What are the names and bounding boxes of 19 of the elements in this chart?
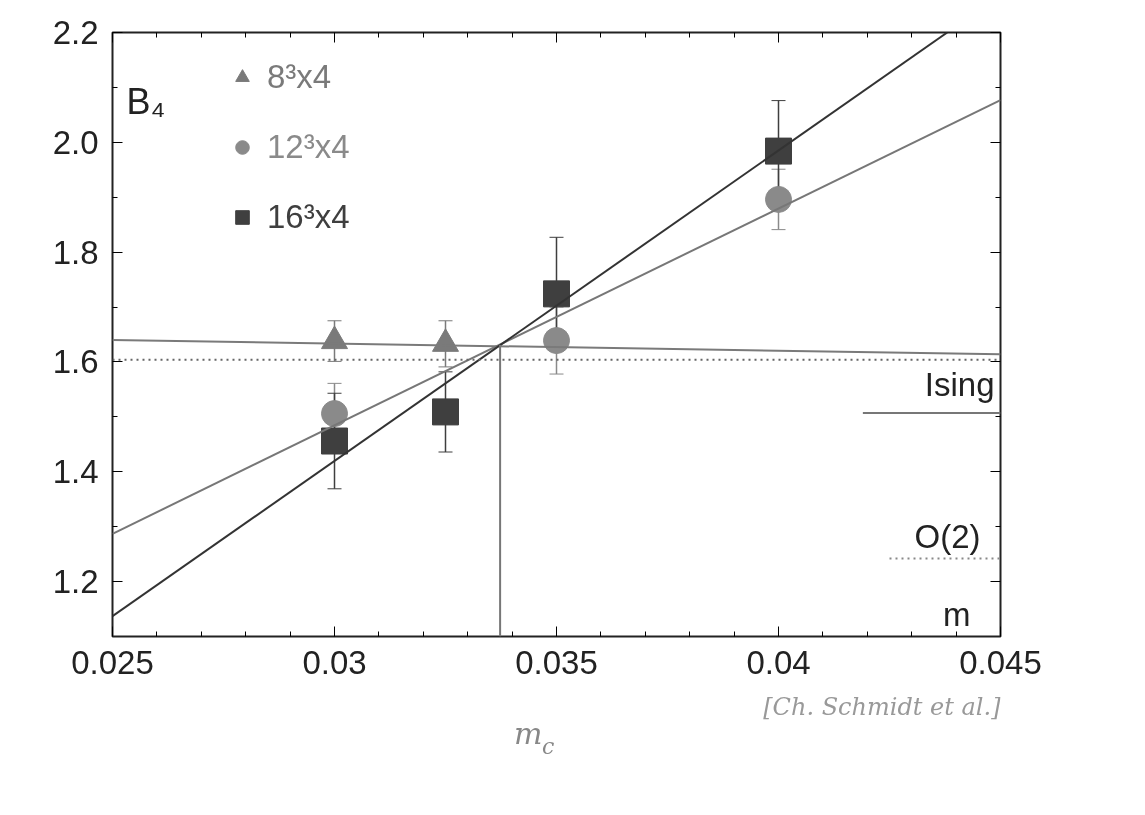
legend-label: 12³x4 (267, 128, 350, 166)
x-tick-label: 0.04 (746, 643, 811, 681)
x-tick-label: 0.045 (959, 643, 1042, 681)
legend-label: 8³x4 (267, 58, 332, 96)
y-tick-label: 1.6 (52, 343, 99, 381)
x-tick-label: 0.035 (515, 643, 598, 681)
y-tick-label: 2.2 (52, 14, 99, 51)
y-tick-label: 2.0 (52, 123, 99, 161)
x-tick-label: 0.03 (302, 643, 367, 681)
y-tick-label: 1.2 (52, 563, 99, 601)
y-tick-label: 1.4 (52, 453, 99, 491)
x-tick-label: 0.025 (71, 643, 154, 681)
x-axis-title: m (943, 595, 971, 633)
y-axis-title: B₄ (126, 80, 166, 122)
annotation: O(2) (914, 517, 981, 555)
y-tick-label: 1.8 (52, 233, 99, 271)
legend-label: 16³x4 (267, 198, 350, 236)
ref-line-label: Ising (924, 365, 995, 403)
text: [Ch. Schmidt et al.] (763, 692, 1002, 721)
